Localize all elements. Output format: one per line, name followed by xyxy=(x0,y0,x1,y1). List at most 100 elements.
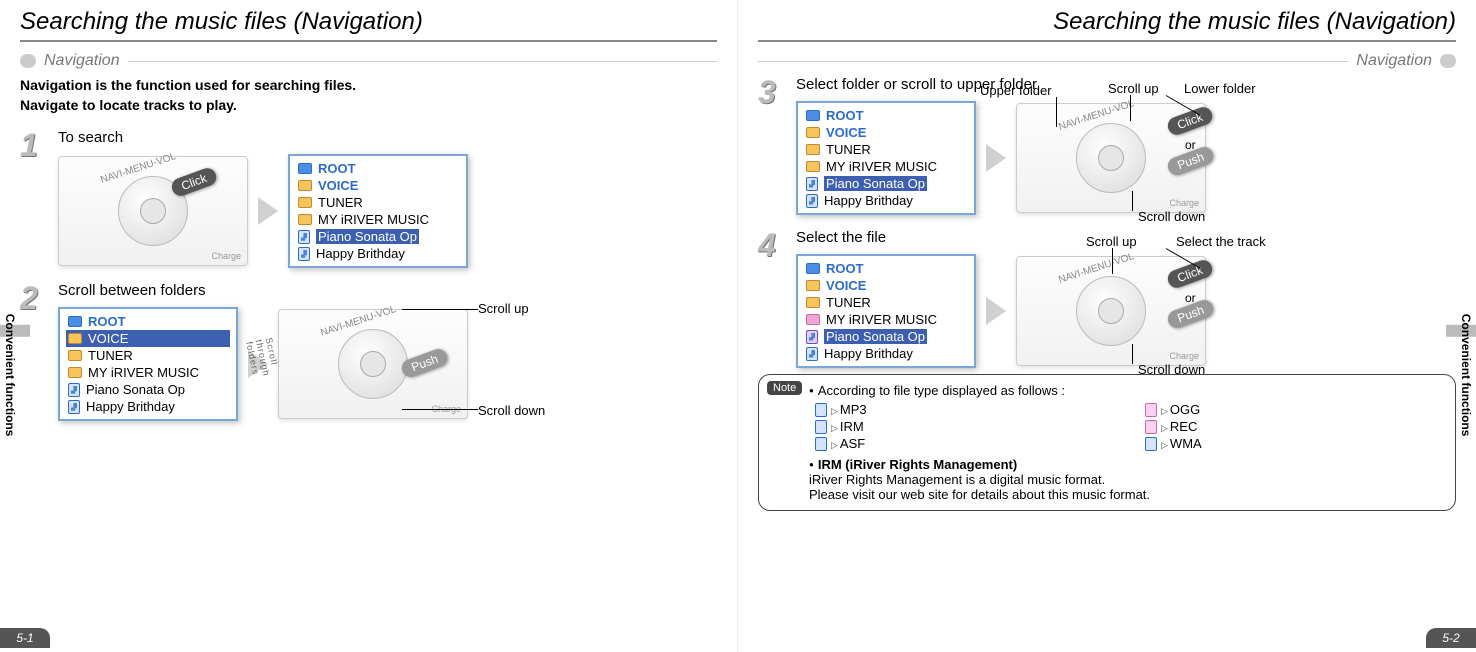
folder-icon xyxy=(806,161,820,172)
voice-label: VOICE xyxy=(826,125,866,140)
music-file-icon xyxy=(806,347,818,361)
voice-label: VOICE xyxy=(318,178,358,193)
step-label-2: Scroll between folders xyxy=(58,282,717,299)
music-file-icon xyxy=(806,194,818,208)
charge-label: Charge xyxy=(1169,198,1199,208)
list-item: Piano Sonata Op xyxy=(296,228,460,245)
music-file-icon xyxy=(806,330,818,344)
click-badge: Click xyxy=(169,166,218,199)
filetype-wma: WMA xyxy=(1161,436,1202,451)
folder-icon xyxy=(68,316,82,327)
list-item: Piano Sonata Op xyxy=(804,175,968,192)
folder-icon xyxy=(806,314,820,325)
irm-title: IRM (iRiver Rights Management) xyxy=(809,457,1445,472)
voice-label: VOICE xyxy=(88,331,128,346)
folder-icon xyxy=(68,367,82,378)
title-rule-left xyxy=(20,40,717,42)
myiriver-label: MY iRIVER MUSIC xyxy=(826,159,937,174)
folder-icon xyxy=(806,280,820,291)
list-item: TUNER xyxy=(296,194,460,211)
filetype-grid: MP3 OGG IRM REC ASF WMA xyxy=(815,402,1445,451)
folder-icon xyxy=(298,214,312,225)
list-item: TUNER xyxy=(66,347,230,364)
wheel-icon xyxy=(1076,276,1146,346)
list-item: VOICE xyxy=(66,330,230,347)
page-left: Searching the music files (Navigation) N… xyxy=(0,0,738,652)
scroll-up-callout: Scroll up xyxy=(478,301,529,316)
list-item: MY iRIVER MUSIC xyxy=(296,211,460,228)
section-bar-left: Navigation xyxy=(20,52,717,70)
section-cap xyxy=(20,54,36,68)
filetype-item: IRM xyxy=(815,419,1115,434)
list-item: Piano Sonata Op xyxy=(804,328,968,345)
file-icon xyxy=(1145,420,1157,434)
list-item: ROOT xyxy=(804,107,968,124)
page-number-left: 5-1 xyxy=(0,628,50,648)
note-tag: Note xyxy=(767,381,802,395)
list-item: VOICE xyxy=(804,124,968,141)
intro-line2: Navigate to locate tracks to play. xyxy=(20,96,717,116)
section-label: Navigation xyxy=(44,52,120,70)
myiriver-label: MY iRIVER MUSIC xyxy=(88,365,199,380)
list-item: Piano Sonata Op xyxy=(66,381,230,398)
filetype-item: REC xyxy=(1145,419,1445,434)
happy-label: Happy Brithday xyxy=(824,193,913,208)
list-item: Happy Brithday xyxy=(804,345,968,362)
folder-panel-3: ROOT VOICE TUNER MY iRIVER MUSIC Piano S… xyxy=(796,101,976,215)
scroll-up-callout: Scroll up xyxy=(1086,234,1137,249)
step-num-2: 2 xyxy=(20,282,48,314)
device-mock-2: NAVI-MENU-VOL Push Charge xyxy=(278,309,468,419)
folder-icon xyxy=(806,263,820,274)
file-icon xyxy=(815,403,827,417)
step-2: 2 Scroll between folders ROOT VOICE TUNE… xyxy=(20,282,717,421)
irm-line2: Please visit our web site for details ab… xyxy=(809,487,1445,502)
happy-label: Happy Brithday xyxy=(316,246,405,261)
happy-label: Happy Brithday xyxy=(86,399,175,414)
scroll-up-callout: Scroll up xyxy=(1108,81,1159,96)
step-3: 3 Select folder or scroll to upper folde… xyxy=(758,76,1456,215)
device-mock-3: NAVI-MENU-VOL Click or Push Charge xyxy=(1016,103,1206,213)
device-mock-4: NAVI-MENU-VOL Click or Push Charge xyxy=(1016,256,1206,366)
list-item: Happy Brithday xyxy=(66,398,230,415)
filetype-item: OGG xyxy=(1145,402,1445,417)
filetype-ogg: OGG xyxy=(1161,402,1200,417)
wheel-icon xyxy=(338,329,408,399)
filetype-mp3: MP3 xyxy=(831,402,867,417)
filetype-rec: REC xyxy=(1161,419,1197,434)
piano-label: Piano Sonata Op xyxy=(316,229,419,244)
arrow-right-icon xyxy=(986,297,1006,325)
filetype-irm: IRM xyxy=(831,419,864,434)
myiriver-label: MY iRIVER MUSIC xyxy=(826,312,937,327)
title-rule-right xyxy=(758,40,1456,42)
root-label: ROOT xyxy=(88,314,126,329)
side-label-right: Convenient functions xyxy=(1459,314,1473,437)
arrow-right-icon xyxy=(986,144,1006,172)
section-bar-right: Navigation xyxy=(758,52,1456,70)
wheel-icon xyxy=(1076,123,1146,193)
list-item: ROOT xyxy=(66,313,230,330)
irm-line1: iRiver Rights Management is a digital mu… xyxy=(809,472,1445,487)
step-num-3: 3 xyxy=(758,76,786,108)
list-item: TUNER xyxy=(804,294,968,311)
folder-icon xyxy=(806,144,820,155)
voice-label: VOICE xyxy=(826,278,866,293)
list-item: Happy Brithday xyxy=(804,192,968,209)
lower-folder-callout: Lower folder xyxy=(1184,81,1256,96)
file-icon xyxy=(1145,403,1157,417)
filetype-asf: ASF xyxy=(831,436,865,451)
folder-icon xyxy=(298,197,312,208)
file-icon xyxy=(815,420,827,434)
select-track-callout: Select the track xyxy=(1176,234,1266,249)
page-right: Searching the music files (Navigation) N… xyxy=(738,0,1476,652)
list-item: TUNER xyxy=(804,141,968,158)
charge-label: Charge xyxy=(1169,351,1199,361)
myiriver-label: MY iRIVER MUSIC xyxy=(318,212,429,227)
folder-panel-1: ROOT VOICE TUNER MY iRIVER MUSIC Piano S… xyxy=(288,154,468,268)
scroll-down-callout: Scroll down xyxy=(1138,209,1205,224)
step-1: 1 To search NAVI-MENU-VOL Click Charge R… xyxy=(20,129,717,268)
section-line xyxy=(128,61,717,62)
list-item: VOICE xyxy=(804,277,968,294)
root-label: ROOT xyxy=(318,161,356,176)
scroll-arc-label: Scroll through folders xyxy=(244,337,281,380)
piano-label: Piano Sonata Op xyxy=(824,329,927,344)
